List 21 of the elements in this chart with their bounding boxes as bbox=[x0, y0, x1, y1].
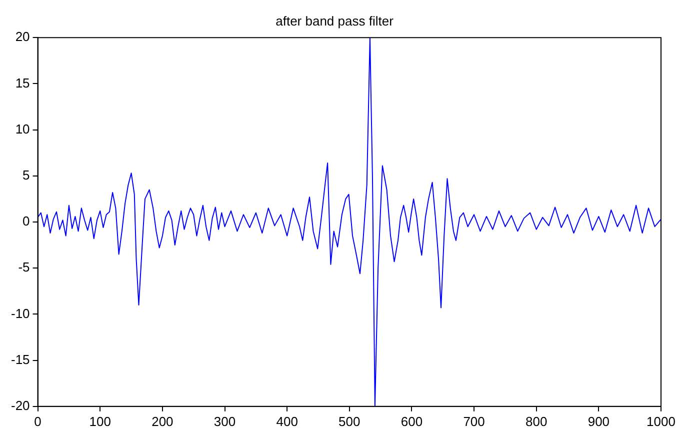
x-tick-label: 0 bbox=[34, 414, 42, 429]
y-tick-label: 15 bbox=[15, 75, 30, 90]
y-tick-label: 20 bbox=[15, 29, 30, 44]
chart-title: after band pass filter bbox=[276, 13, 394, 28]
x-tick-label: 500 bbox=[338, 414, 360, 429]
x-tick-label: 700 bbox=[463, 414, 485, 429]
x-tick-label: 1000 bbox=[646, 414, 676, 429]
y-tick-label: 10 bbox=[15, 121, 30, 136]
x-tick-label: 800 bbox=[526, 414, 548, 429]
x-tick-label: 900 bbox=[588, 414, 610, 429]
y-tick-label: -20 bbox=[10, 398, 30, 413]
x-tick-label: 600 bbox=[400, 414, 423, 429]
x-tick-label: 400 bbox=[276, 414, 298, 429]
x-tick-label: 100 bbox=[89, 414, 111, 429]
x-tick-label: 200 bbox=[152, 414, 174, 429]
y-tick-label: -5 bbox=[18, 260, 30, 275]
x-tick-label: 300 bbox=[214, 414, 236, 429]
y-tick-label: 0 bbox=[22, 214, 30, 229]
y-tick-label: -10 bbox=[10, 306, 30, 321]
y-tick-label: -15 bbox=[10, 352, 30, 367]
y-tick-label: 5 bbox=[22, 167, 30, 182]
